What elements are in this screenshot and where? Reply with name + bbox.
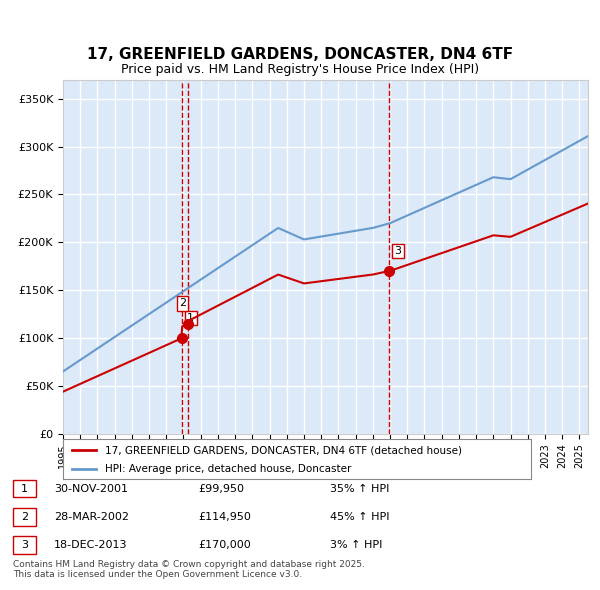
- Text: £170,000: £170,000: [198, 540, 251, 550]
- FancyBboxPatch shape: [13, 508, 36, 526]
- Text: 3: 3: [395, 246, 401, 256]
- Text: HPI: Average price, detached house, Doncaster: HPI: Average price, detached house, Donc…: [105, 464, 352, 474]
- Text: Contains HM Land Registry data © Crown copyright and database right 2025.
This d: Contains HM Land Registry data © Crown c…: [13, 560, 365, 579]
- Text: 2: 2: [179, 299, 186, 309]
- Text: Price paid vs. HM Land Registry's House Price Index (HPI): Price paid vs. HM Land Registry's House …: [121, 63, 479, 76]
- FancyBboxPatch shape: [13, 480, 36, 497]
- Text: 2: 2: [21, 512, 28, 522]
- Text: 3% ↑ HPI: 3% ↑ HPI: [330, 540, 382, 550]
- Text: 35% ↑ HPI: 35% ↑ HPI: [330, 484, 389, 493]
- Text: 3: 3: [21, 540, 28, 550]
- Text: 30-NOV-2001: 30-NOV-2001: [54, 484, 128, 493]
- Text: 28-MAR-2002: 28-MAR-2002: [54, 512, 129, 522]
- Text: £99,950: £99,950: [198, 484, 244, 493]
- FancyBboxPatch shape: [13, 536, 36, 554]
- Text: 17, GREENFIELD GARDENS, DONCASTER, DN4 6TF: 17, GREENFIELD GARDENS, DONCASTER, DN4 6…: [87, 47, 513, 62]
- Text: 45% ↑ HPI: 45% ↑ HPI: [330, 512, 389, 522]
- Text: 1: 1: [187, 313, 194, 323]
- Text: 17, GREENFIELD GARDENS, DONCASTER, DN4 6TF (detached house): 17, GREENFIELD GARDENS, DONCASTER, DN4 6…: [105, 445, 462, 455]
- Text: 18-DEC-2013: 18-DEC-2013: [54, 540, 128, 550]
- Text: 1: 1: [21, 484, 28, 493]
- Text: £114,950: £114,950: [198, 512, 251, 522]
